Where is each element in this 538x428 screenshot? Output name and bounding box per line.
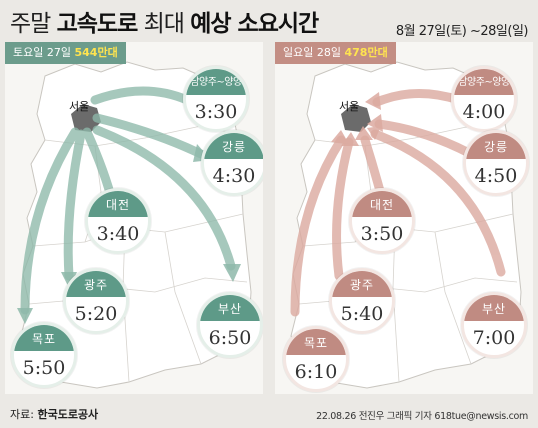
source-note: 자료: 한국도로공사	[10, 406, 98, 422]
city-name: 남양주~양양	[186, 69, 246, 95]
sunday-seoul-label: 서울	[339, 100, 360, 113]
saturday-city-namyangju-yangyang: 남양주~양양 3:30	[183, 66, 249, 132]
city-name: 대전	[88, 191, 148, 217]
sunday-city-daejeon: 대전 3:50	[349, 188, 415, 254]
saturday-panel: 토요일 27일 544만대 서울 남양주~양양 3:30 강릉 4:30 대전 …	[5, 42, 263, 394]
sunday-label: 일요일 28일 478만대	[275, 42, 396, 64]
city-name: 강릉	[466, 133, 526, 159]
sunday-traffic-count: 478만대	[344, 46, 388, 59]
city-name: 남양주~양양	[454, 69, 514, 95]
travel-time: 5:40	[340, 303, 384, 325]
saturday-city-gwangju: 광주 5:20	[63, 268, 129, 334]
saturday-seoul-label: 서울	[69, 100, 90, 113]
title-part-3: 최대	[143, 11, 185, 37]
sunday-panel: 일요일 28일 478만대 서울 남양주~양양 4:00 강릉 4:50 대전 …	[275, 42, 533, 394]
city-name: 목포	[286, 329, 346, 355]
travel-time: 5:20	[74, 303, 118, 325]
title-part-4: 예상 소요시간	[190, 11, 319, 37]
title-part-2: 고속도로	[56, 11, 139, 37]
travel-time: 3:30	[194, 101, 238, 123]
travel-time: 3:50	[360, 223, 404, 245]
saturday-traffic-count: 544만대	[74, 46, 118, 59]
travel-time: 4:00	[462, 101, 506, 123]
travel-time: 6:50	[208, 327, 252, 349]
saturday-label: 토요일 27일 544만대	[5, 42, 126, 64]
city-name: 광주	[332, 271, 392, 297]
saturday-city-gangneung: 강릉 4:30	[201, 130, 263, 196]
saturday-city-daejeon: 대전 3:40	[85, 188, 151, 254]
source-label: 자료:	[10, 408, 34, 421]
sunday-city-gwangju: 광주 5:40	[329, 268, 395, 334]
city-name: 부산	[200, 295, 260, 321]
travel-time: 3:40	[96, 223, 140, 245]
city-name: 광주	[66, 271, 126, 297]
travel-time: 6:10	[294, 361, 338, 383]
travel-time: 7:00	[472, 327, 516, 349]
travel-time: 5:50	[22, 357, 66, 379]
sunday-city-gangneung: 강릉 4:50	[463, 130, 529, 196]
saturday-city-busan: 부산 6:50	[197, 292, 263, 358]
credit-line: 22.08.26 전진우 그래픽 기자 618tue@newsis.com	[316, 411, 528, 422]
sunday-city-busan: 부산 7:00	[461, 292, 527, 358]
city-name: 목포	[14, 325, 74, 351]
city-name: 강릉	[204, 133, 263, 159]
page-title: 주말 고속도로 최대 예상 소요시간	[10, 4, 319, 38]
sunday-city-mokpo: 목포 6:10	[283, 326, 349, 392]
saturday-day: 토요일 27일	[13, 46, 71, 59]
date-range: 8월 27일(토) ~28일(일)	[395, 24, 529, 39]
sunday-city-namyangju-yangyang: 남양주~양양 4:00	[451, 66, 517, 132]
source-name: 한국도로공사	[37, 408, 99, 421]
city-name: 대전	[352, 191, 412, 217]
city-name: 부산	[464, 295, 524, 321]
title-part-1: 주말	[10, 11, 51, 37]
sunday-day: 일요일 28일	[283, 46, 341, 59]
saturday-city-mokpo: 목포 5:50	[11, 322, 77, 388]
travel-time: 4:50	[474, 165, 518, 187]
travel-time: 4:30	[212, 165, 256, 187]
